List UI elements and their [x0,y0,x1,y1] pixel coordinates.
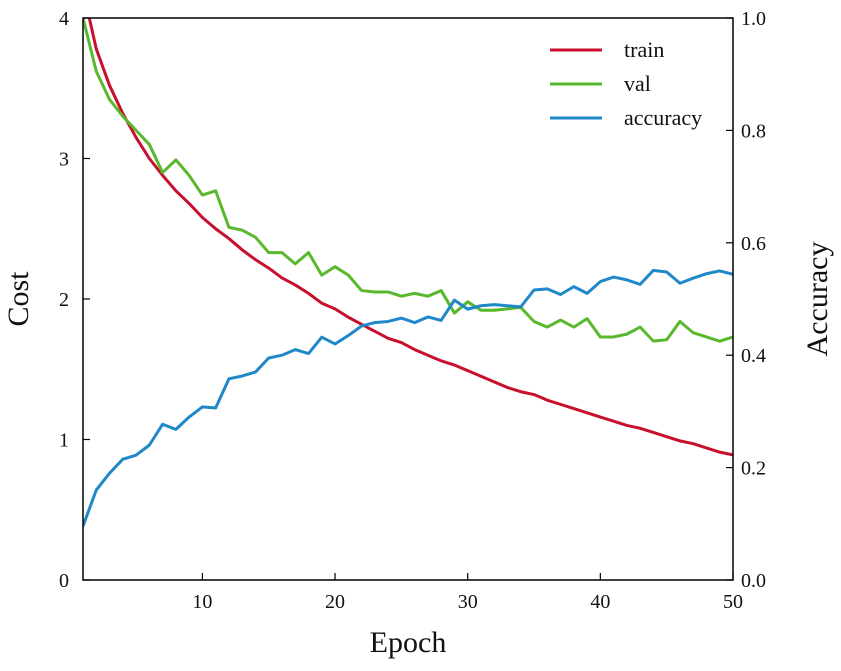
y-tick-label: 1 [59,430,69,452]
y-tick-label: 3 [59,149,69,171]
y-tick-label: 4 [59,8,69,30]
y-tick-label: 2 [59,289,69,311]
legend-label-train: train [624,37,664,62]
y-tick-label: 0 [59,570,69,592]
x-tick-label: 20 [325,591,345,613]
x-tick-label: 30 [458,591,478,613]
series-layer [83,18,733,528]
series-line-val [83,18,733,343]
y2-tick-label: 0.8 [741,120,766,142]
ticks-layer: 10 20 30 40 50 0 1 2 3 4 0.0 0.2 0.4 0.6 0.8 1.0 [59,8,766,613]
series-line-accuracy [83,268,733,528]
y2-tick-label: 0.6 [741,233,766,255]
y-axis-title: Cost [2,271,35,327]
series-line-train [87,18,733,457]
y2-axis-title: Accuracy [801,242,834,357]
x-axis-title: Epoch [370,626,447,659]
x-tick-label: 40 [590,591,610,613]
x-tick-label: 10 [192,591,212,613]
y2-tick-label: 0.4 [741,345,766,367]
legend-label-accuracy: accuracy [624,105,702,130]
legend-label-val: val [624,71,651,96]
y2-tick-label: 0.0 [741,570,766,592]
legend: train val accuracy [550,37,702,130]
y2-tick-label: 1.0 [741,8,766,30]
x-tick-label: 50 [723,591,743,613]
y2-tick-label: 0.2 [741,458,766,480]
plot-frame [82,17,734,581]
